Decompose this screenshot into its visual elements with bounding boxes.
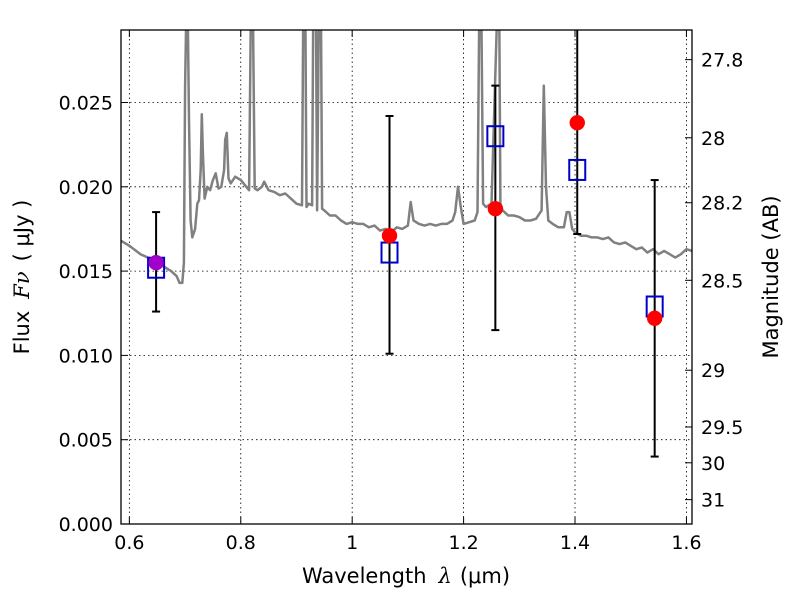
x-tick-label: 1.6 bbox=[671, 532, 701, 554]
right-tick-label: 29 bbox=[701, 360, 725, 382]
observed-point bbox=[148, 254, 164, 271]
ticks-layer: 0.6 0.8 1 1.2 1.4 1.6 0.000 0.005 0.010 0.015 0.02… bbox=[59, 30, 743, 554]
x-tick-label: 1 bbox=[346, 532, 358, 554]
spectrum-layer bbox=[121, 30, 692, 285]
model-square-marker bbox=[486, 125, 505, 148]
y-tick-label: 0.005 bbox=[59, 430, 113, 452]
right-tick-label: 27.8 bbox=[701, 50, 743, 72]
right-tick-label: 31 bbox=[701, 490, 725, 512]
observed-point bbox=[381, 227, 398, 244]
x-tick-label: 0.6 bbox=[114, 532, 144, 554]
y-axis-label-unit: ( μJy ) bbox=[10, 200, 34, 262]
y-tick-label: 0.015 bbox=[59, 261, 113, 283]
x-axis-label: Wavelength λ (μm) bbox=[302, 564, 510, 588]
x-axis-label-text: Wavelength bbox=[302, 564, 427, 588]
model-square-marker bbox=[568, 158, 587, 181]
observed-point bbox=[646, 310, 663, 327]
errorbar-layer bbox=[152, 30, 659, 458]
x-axis-label-unit: (μm) bbox=[460, 564, 510, 588]
marker-layer bbox=[147, 114, 664, 327]
x-tick-label: 0.8 bbox=[226, 532, 256, 554]
right-tick-label: 29.5 bbox=[701, 417, 743, 439]
x-axis-label-symbol: λ bbox=[438, 564, 452, 588]
observed-point bbox=[487, 200, 504, 217]
observed-point bbox=[569, 114, 585, 131]
y-axis-label-text: Flux bbox=[10, 311, 34, 355]
grid bbox=[121, 30, 692, 525]
x-tick-label: 1.4 bbox=[560, 532, 590, 554]
spectrum-line bbox=[121, 30, 692, 285]
y-tick-label: 0.010 bbox=[59, 345, 113, 367]
y-tick-label: 0.020 bbox=[59, 177, 113, 199]
right-tick-label: 28.2 bbox=[701, 193, 743, 215]
y-axis-label: Flux Fν ( μJy ) bbox=[10, 200, 34, 355]
right-tick-label: 30 bbox=[701, 453, 725, 475]
plot-frame bbox=[120, 29, 693, 525]
right-tick-label: 28.5 bbox=[701, 270, 743, 292]
x-tick-label: 1.2 bbox=[448, 532, 478, 554]
y-tick-label: 0.000 bbox=[59, 514, 113, 536]
right-tick-label: 28 bbox=[701, 128, 725, 150]
y-tick-label: 0.025 bbox=[59, 92, 113, 114]
y-axis-label-symbol: Fν bbox=[10, 271, 34, 300]
right-axis-label: Magnitude (AB) bbox=[759, 195, 783, 358]
